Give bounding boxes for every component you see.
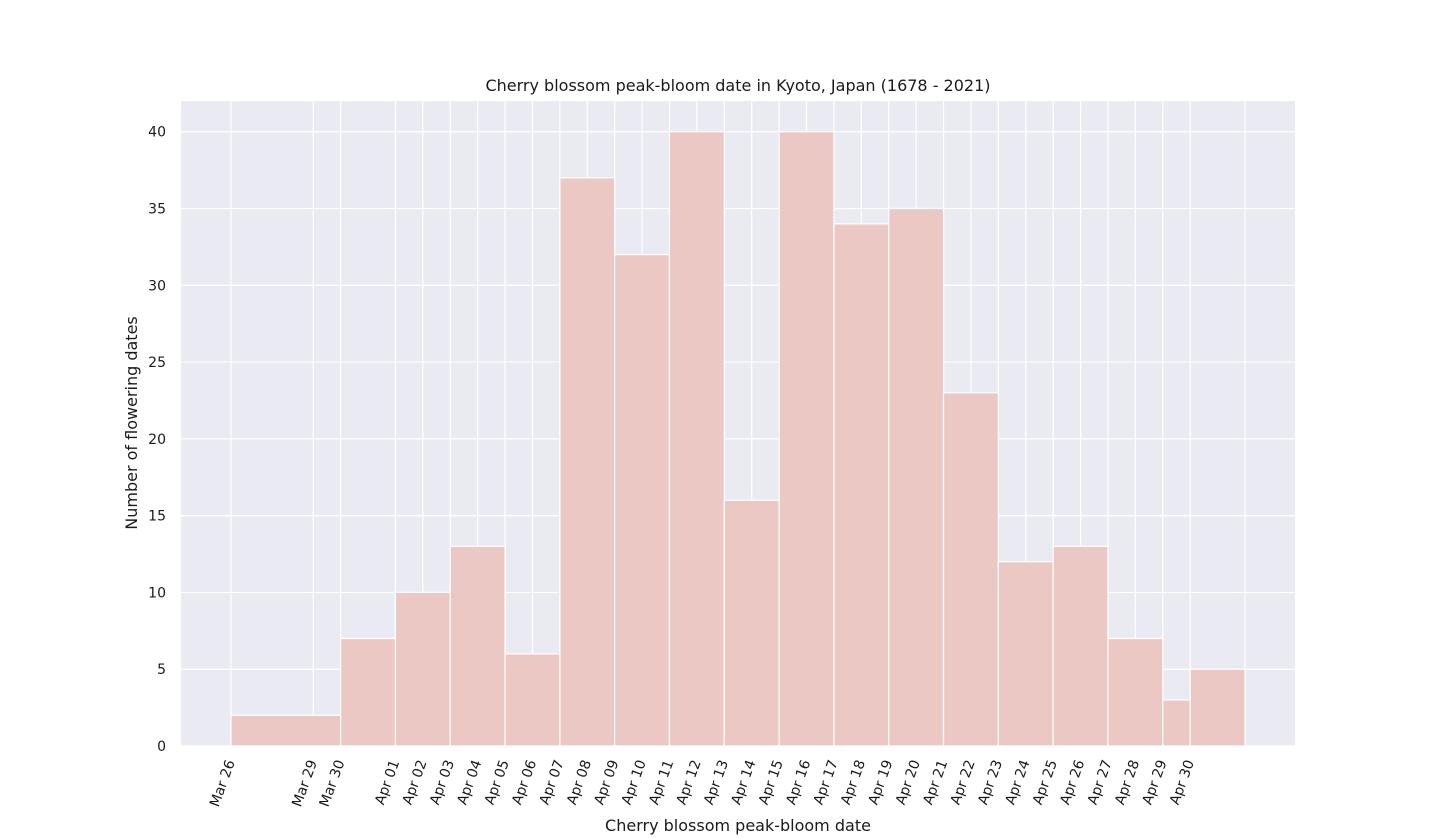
y-tick-labels: 0 5 10 15 20 25 30 35 40	[148, 125, 166, 755]
histogram-bar	[449, 545, 506, 747]
x-tick-label: Apr 09	[592, 758, 623, 807]
x-tick-label: Apr 26	[1057, 758, 1088, 807]
histogram-bar	[1189, 668, 1246, 747]
x-tick-label: Apr 01	[372, 758, 403, 807]
x-tick-label: Apr 06	[509, 758, 540, 807]
y-tick-label: 40	[148, 125, 166, 141]
y-tick-label: 20	[148, 432, 166, 448]
x-tick-label: Apr 07	[537, 758, 568, 807]
x-tick-label: Apr 17	[811, 758, 842, 807]
x-tick-label: Apr 14	[729, 758, 760, 807]
x-tick-label: Apr 24	[1003, 758, 1034, 807]
x-axis-label: Cherry blossom peak-bloom date	[605, 816, 871, 835]
bars	[230, 131, 1246, 747]
x-tick-label: Apr 16	[783, 758, 814, 807]
x-tick-label: Apr 20	[893, 758, 924, 807]
y-tick-label: 25	[148, 355, 166, 371]
histogram-bar	[559, 177, 616, 747]
y-axis-label: Number of flowering dates	[122, 316, 141, 529]
x-tick-label: Apr 13	[701, 758, 732, 807]
chart-title: Cherry blossom peak-bloom date in Kyoto,…	[485, 76, 990, 95]
x-tick-label: Apr 12	[674, 758, 705, 807]
histogram-bar	[340, 637, 397, 747]
x-tick-label: Apr 25	[1030, 758, 1061, 807]
histogram-bar	[942, 392, 999, 747]
histogram-bar	[614, 253, 671, 747]
x-tick-label: Apr 05	[482, 758, 513, 807]
x-tick-label: Apr 23	[975, 758, 1006, 807]
y-tick-label: 5	[157, 662, 166, 678]
x-tick-label: Apr 27	[1085, 758, 1116, 807]
histogram-bar	[723, 499, 780, 747]
x-tick-label: Apr 10	[619, 758, 650, 807]
histogram-bar	[1162, 699, 1191, 747]
y-tick-label: 35	[148, 202, 166, 218]
x-tick-label: Apr 03	[427, 758, 458, 807]
x-tick-label: Apr 08	[564, 758, 595, 807]
y-tick-label: 30	[148, 278, 166, 294]
histogram-bar	[1052, 545, 1109, 747]
histogram-bar	[394, 591, 451, 747]
histogram-bar	[888, 207, 945, 747]
x-tick-label: Apr 28	[1112, 758, 1143, 807]
histogram-bar	[504, 653, 561, 747]
x-tick-label: Apr 29	[1140, 758, 1171, 807]
y-tick-label: 15	[148, 509, 166, 525]
y-tick-label: 0	[157, 739, 166, 755]
histogram-bar	[833, 223, 890, 747]
x-tick-label: Apr 19	[866, 758, 897, 807]
histogram-bar	[230, 714, 342, 747]
x-tick-label: Mar 30	[317, 758, 349, 809]
x-tick-label: Apr 30	[1167, 758, 1198, 807]
x-tick-label: Apr 22	[948, 758, 979, 807]
x-tick-label: Apr 02	[400, 758, 431, 807]
x-tick-label: Apr 04	[454, 758, 485, 807]
x-tick-label: Apr 11	[646, 758, 677, 807]
x-tick-label: Mar 26	[207, 758, 239, 809]
x-tick-label: Apr 15	[756, 758, 787, 807]
histogram-bar	[997, 561, 1054, 747]
x-tick-label: Apr 18	[838, 758, 869, 807]
x-tick-label: Apr 21	[920, 758, 951, 807]
y-tick-label: 10	[148, 585, 166, 601]
x-tick-label: Mar 29	[289, 758, 321, 809]
histogram-bar	[668, 131, 725, 747]
histogram-bar	[1107, 637, 1164, 747]
histogram-bar	[778, 131, 835, 747]
